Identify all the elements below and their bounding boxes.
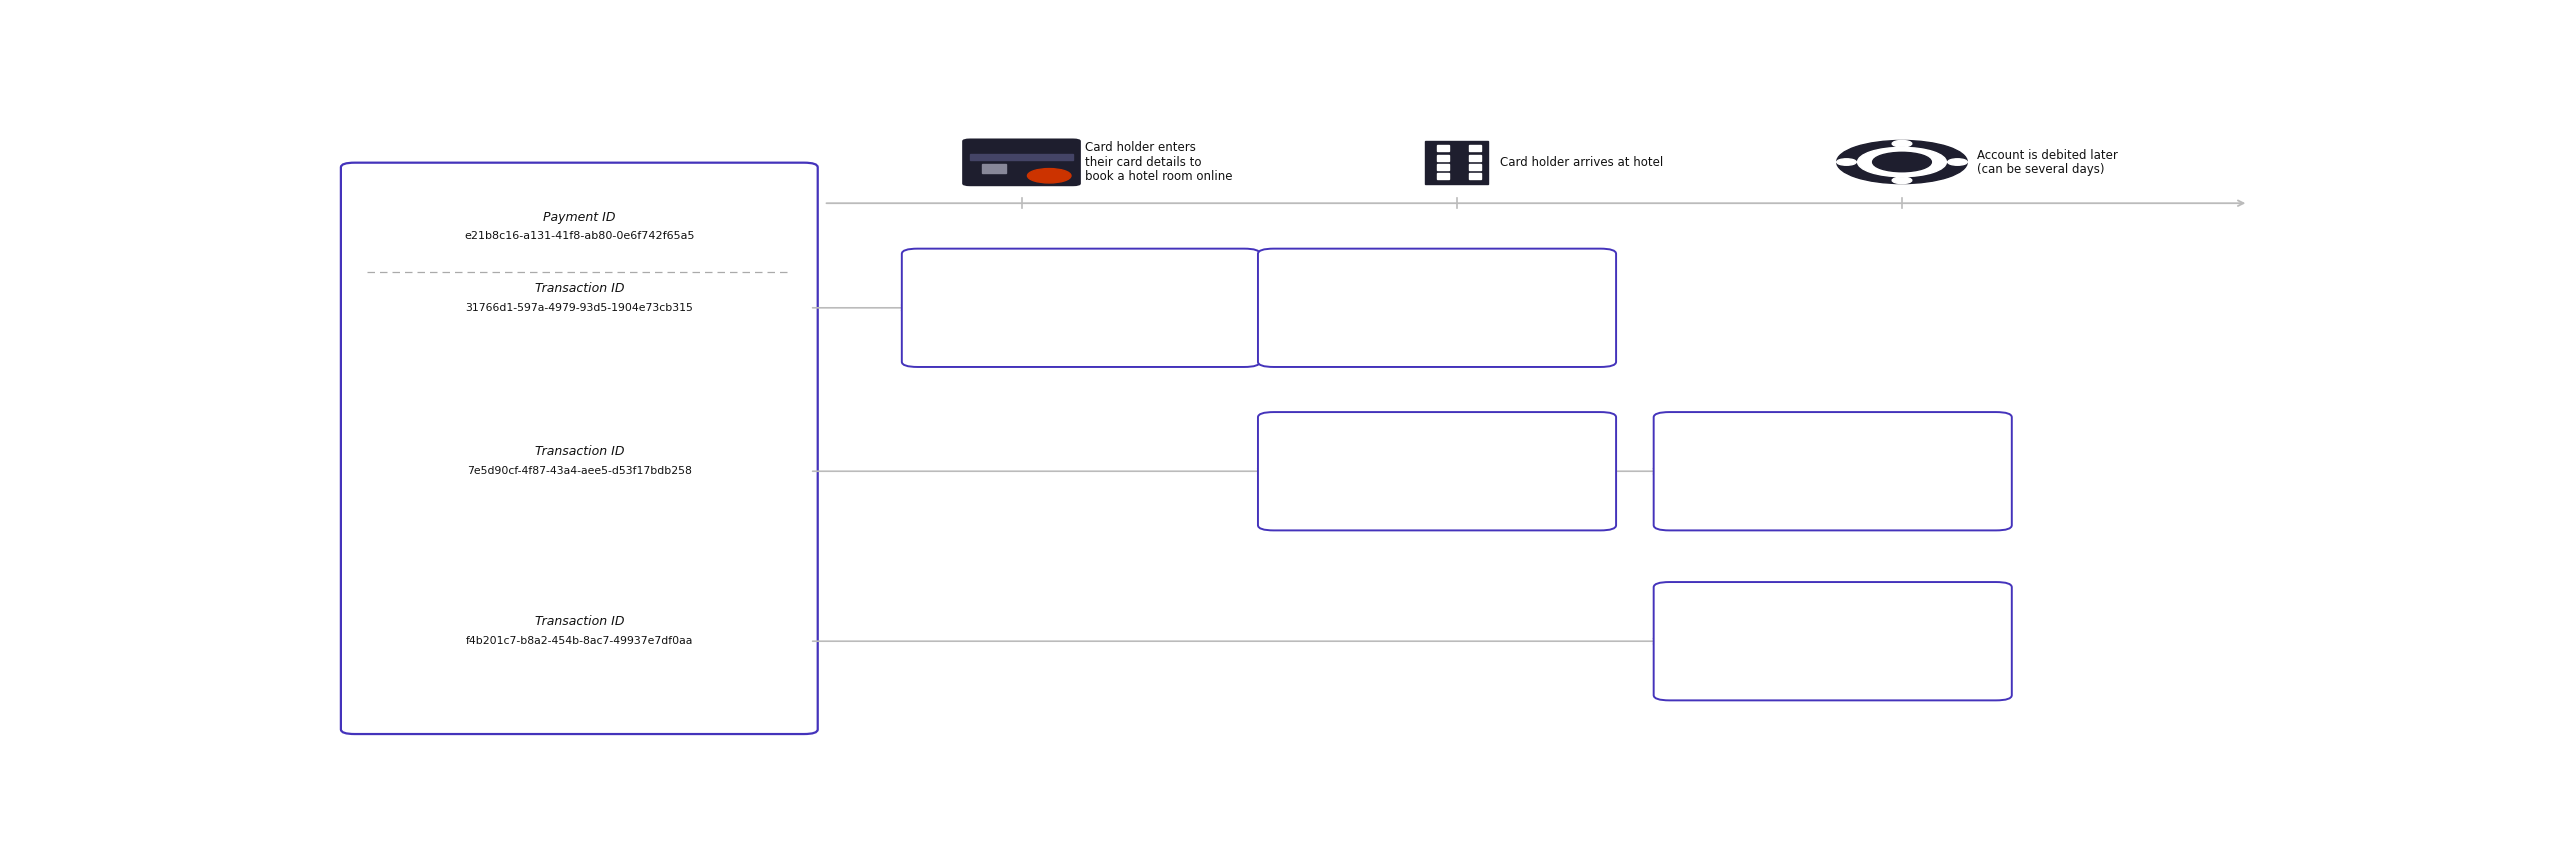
FancyBboxPatch shape [962,138,1080,186]
Bar [970,154,1072,160]
FancyBboxPatch shape [901,249,1261,367]
Text: Status:: Status: [1790,626,1833,635]
Bar [1468,145,1481,151]
FancyBboxPatch shape [342,163,817,734]
Text: e21b8c16-a131-41f8-ab80-0e6f742f65a5: e21b8c16-a131-41f8-ab80-0e6f742f65a5 [465,231,694,241]
Text: PREAUTHORIZATION: PREAUTHORIZATION [1080,271,1208,280]
Text: f4b201c7-b8a2-454b-8ac7-49937e7df0aa: f4b201c7-b8a2-454b-8ac7-49937e7df0aa [465,636,692,646]
Text: Status:: Status: [1039,292,1080,302]
Text: Transaction ID: Transaction ID [534,445,623,458]
Text: DEBIT: DEBIT [1437,335,1473,346]
FancyBboxPatch shape [1259,412,1616,531]
Text: Amount:: Amount: [1029,313,1080,323]
Text: their card details to: their card details to [1085,156,1202,169]
Text: Side:: Side: [1407,498,1437,509]
Text: DEBIT: DEBIT [1833,498,1869,509]
Text: BOOKED: BOOKED [1833,626,1884,635]
Bar [1437,155,1450,160]
Text: Side:: Side: [1049,335,1080,346]
Text: book a hotel room online: book a hotel room online [1085,171,1233,183]
Text: Authorization type:: Authorization type: [1723,604,1833,614]
Text: Authorization type:: Authorization type: [1723,434,1833,444]
Text: CLASSIC: CLASSIC [1833,604,1884,614]
Bar [1437,164,1450,170]
Text: 0€: 0€ [1437,313,1453,323]
Text: Card holder enters: Card holder enters [1085,142,1195,155]
Text: PENDING: PENDING [1080,292,1139,302]
FancyBboxPatch shape [1654,412,2012,531]
Text: 7e5d90cf-4f87-43a4-aee5-d53f17bdb258: 7e5d90cf-4f87-43a4-aee5-d53f17bdb258 [467,466,692,476]
Bar [1468,155,1481,160]
Text: PENDING: PENDING [1437,455,1494,465]
Text: Amount:: Amount: [1782,647,1833,657]
Circle shape [1836,159,1856,166]
Circle shape [1871,152,1933,171]
Text: RELEASED: RELEASED [1437,292,1501,302]
Circle shape [1026,169,1072,183]
Text: Card holder arrives at hotel: Card holder arrives at hotel [1501,156,1665,169]
Text: RELEASED: RELEASED [1833,455,1897,465]
Text: Status:: Status: [1394,455,1437,465]
Circle shape [1892,177,1912,183]
Circle shape [1892,140,1912,147]
Circle shape [1859,148,1945,177]
Text: DEBIT: DEBIT [1833,668,1869,678]
Bar [1425,141,1488,183]
Text: PREAUTHORIZATION: PREAUTHORIZATION [1833,434,1958,444]
Bar [1468,173,1481,179]
Text: 0€: 0€ [1833,477,1848,487]
Text: 350€: 350€ [1437,477,1468,487]
Text: Status:: Status: [1394,292,1437,302]
Text: Amount:: Amount: [1386,477,1437,487]
Text: Side:: Side: [1802,498,1833,509]
Text: Authorization type:: Authorization type: [970,271,1080,280]
Text: Transaction ID: Transaction ID [534,282,623,295]
Text: (can be several days): (can be several days) [1976,163,2104,176]
Text: Status:: Status: [1790,455,1833,465]
Text: Side:: Side: [1407,335,1437,346]
Text: Authorization type:: Authorization type: [1328,434,1437,444]
Text: DEBIT: DEBIT [1080,335,1118,346]
Text: Amount:: Amount: [1386,313,1437,323]
Text: DEBIT: DEBIT [1437,498,1473,509]
Bar [1437,145,1450,151]
Bar [1468,164,1481,170]
Bar [983,164,1006,173]
Text: Transaction ID: Transaction ID [534,615,623,628]
Text: Side:: Side: [1802,668,1833,678]
Text: Authorization type:: Authorization type: [1328,271,1437,280]
Text: Payment ID: Payment ID [544,211,615,224]
Text: 300€: 300€ [1080,313,1111,323]
Circle shape [1836,140,1968,183]
FancyBboxPatch shape [1259,249,1616,367]
Text: Account is debited later: Account is debited later [1976,149,2119,161]
Text: PREAUTHORIZATION: PREAUTHORIZATION [1437,271,1562,280]
Text: PREAUTHORIZATION: PREAUTHORIZATION [1437,434,1562,444]
Text: 31766d1-597a-4979-93d5-1904e73cb315: 31766d1-597a-4979-93d5-1904e73cb315 [465,303,694,312]
Text: 350€: 350€ [1833,647,1864,657]
Circle shape [1948,159,1968,166]
FancyBboxPatch shape [1654,582,2012,700]
Text: Amount:: Amount: [1782,477,1833,487]
Bar [1437,173,1450,179]
